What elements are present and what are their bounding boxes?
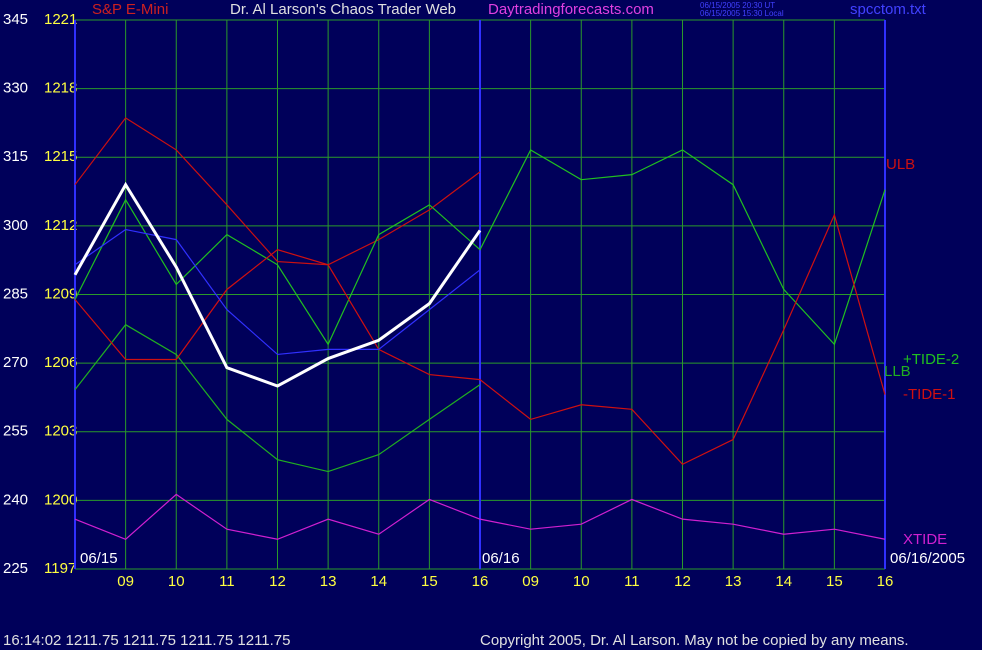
series-line bbox=[74, 323, 481, 473]
x-tick-label: 12 bbox=[674, 573, 691, 590]
x-tick-label: 14 bbox=[370, 573, 387, 590]
series-line bbox=[73, 181, 482, 388]
y2-tick-label: 1215 bbox=[44, 148, 77, 165]
series-line bbox=[74, 213, 886, 465]
y2-tick-label: 1200 bbox=[44, 491, 77, 508]
site: Daytradingforecasts.com bbox=[488, 1, 654, 18]
x-tick-label: 11 bbox=[624, 573, 640, 590]
series-line bbox=[74, 149, 886, 346]
series-line bbox=[74, 117, 481, 266]
y-tick-label: 330 bbox=[3, 80, 28, 97]
x-tick-label: 13 bbox=[725, 573, 742, 590]
y2-tick-label: 1221 bbox=[44, 11, 77, 28]
x-tick-label: 09 bbox=[522, 573, 539, 590]
copyright: Copyright 2005, Dr. Al Larson. May not b… bbox=[480, 632, 909, 649]
series-label: +TIDE-2 bbox=[903, 351, 959, 368]
series-line bbox=[74, 493, 886, 540]
x-tick-label: 13 bbox=[320, 573, 337, 590]
series-label: LLB bbox=[884, 363, 911, 380]
date-label: 06/15 bbox=[80, 550, 118, 567]
y-tick-label: 345 bbox=[3, 11, 28, 28]
y2-tick-label: 1212 bbox=[44, 217, 77, 234]
date-label: 06/16/2005 bbox=[890, 550, 965, 567]
x-tick-label: 10 bbox=[573, 573, 590, 590]
chart-title: Dr. Al Larson's Chaos Trader Web bbox=[230, 1, 456, 18]
x-tick-label: 11 bbox=[219, 573, 235, 590]
y2-tick-label: 1209 bbox=[44, 285, 77, 302]
y-tick-label: 225 bbox=[3, 560, 28, 577]
status: 16:14:02 1211.75 1211.75 1211.75 1211.75 bbox=[3, 632, 291, 649]
x-tick-label: 15 bbox=[826, 573, 843, 590]
x-tick-label: 09 bbox=[117, 573, 134, 590]
y2-tick-label: 1203 bbox=[44, 423, 77, 440]
date-label: 06/16 bbox=[482, 550, 520, 567]
x-tick-label: 16 bbox=[877, 573, 894, 590]
file-name: spcctom.txt bbox=[850, 1, 927, 18]
y-tick-label: 315 bbox=[3, 148, 28, 165]
time-local: 06/15/2005 15:30 Local bbox=[700, 9, 784, 18]
x-tick-label: 14 bbox=[775, 573, 792, 590]
y-tick-label: 255 bbox=[3, 423, 28, 440]
y-tick-label: 285 bbox=[3, 285, 28, 302]
x-tick-label: 10 bbox=[168, 573, 185, 590]
y2-tick-label: 1197 bbox=[44, 560, 76, 577]
series-label: -TIDE-1 bbox=[903, 386, 956, 403]
series-label: ULB bbox=[886, 156, 915, 173]
x-tick-label: 16 bbox=[472, 573, 489, 590]
x-tick-label: 15 bbox=[421, 573, 438, 590]
y2-tick-label: 1218 bbox=[44, 80, 77, 97]
y-tick-label: 270 bbox=[3, 354, 28, 371]
symbol: S&P E-Mini bbox=[92, 1, 168, 18]
series-line bbox=[74, 228, 481, 356]
series-label: XTIDE bbox=[903, 531, 947, 548]
y-tick-label: 240 bbox=[3, 491, 28, 508]
y-tick-label: 300 bbox=[3, 217, 28, 234]
y2-tick-label: 1206 bbox=[44, 354, 77, 371]
time-ut: 06/15/2005 20:30 UT bbox=[700, 1, 775, 10]
x-tick-label: 12 bbox=[269, 573, 286, 590]
